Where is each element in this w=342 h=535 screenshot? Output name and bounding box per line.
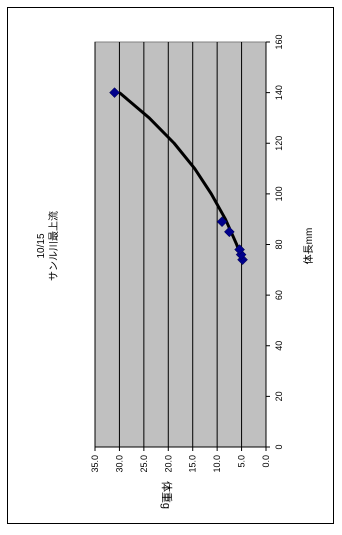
data-points: [109, 87, 248, 266]
x-tick-label-8: 160: [274, 34, 284, 49]
x-tick-label-7: 140: [274, 85, 284, 100]
y-tick-label-5: 25.0: [139, 455, 149, 473]
data-point-2: [234, 244, 245, 255]
y-axis-label: 体重g: [160, 481, 174, 509]
data-point-5: [109, 87, 120, 98]
x-tick-label-2: 40: [274, 341, 284, 351]
x-tick-labels: 0 20 40 60 80 100 120 140 160: [266, 34, 284, 450]
x-tick-label-1: 20: [274, 391, 284, 401]
x-axis-label: 体長mm: [303, 228, 315, 265]
y-tick-label-1: 5.0: [237, 455, 247, 468]
y-tick-label-4: 20.0: [163, 455, 173, 473]
x-tick-label-6: 120: [274, 136, 284, 151]
trendline: [118, 91, 244, 261]
plot-area: [94, 41, 267, 448]
chart-title: 10/15: [36, 233, 47, 258]
chart-subtitle: サンル川最上流: [47, 211, 60, 281]
x-tick-label-4: 80: [274, 239, 284, 249]
x-tick-label-0: 0: [274, 444, 284, 449]
data-point-3: [224, 226, 235, 238]
y-tick-label-6: 30.0: [114, 455, 124, 473]
y-tick-label-0: 0.0: [261, 455, 271, 468]
y-tick-labels: 0.0 5.0 10.0 15.0 20.0 25.0 30.0 35.0: [90, 447, 271, 473]
y-tick-label-3: 15.0: [188, 455, 198, 473]
x-tick-label-3: 60: [274, 290, 284, 300]
data-point-4: [216, 216, 228, 228]
y-tick-label-2: 10.0: [212, 455, 222, 473]
x-tick-label-5: 100: [274, 186, 284, 201]
gridlines: [94, 42, 243, 447]
y-tick-label-7: 35.0: [90, 455, 100, 473]
